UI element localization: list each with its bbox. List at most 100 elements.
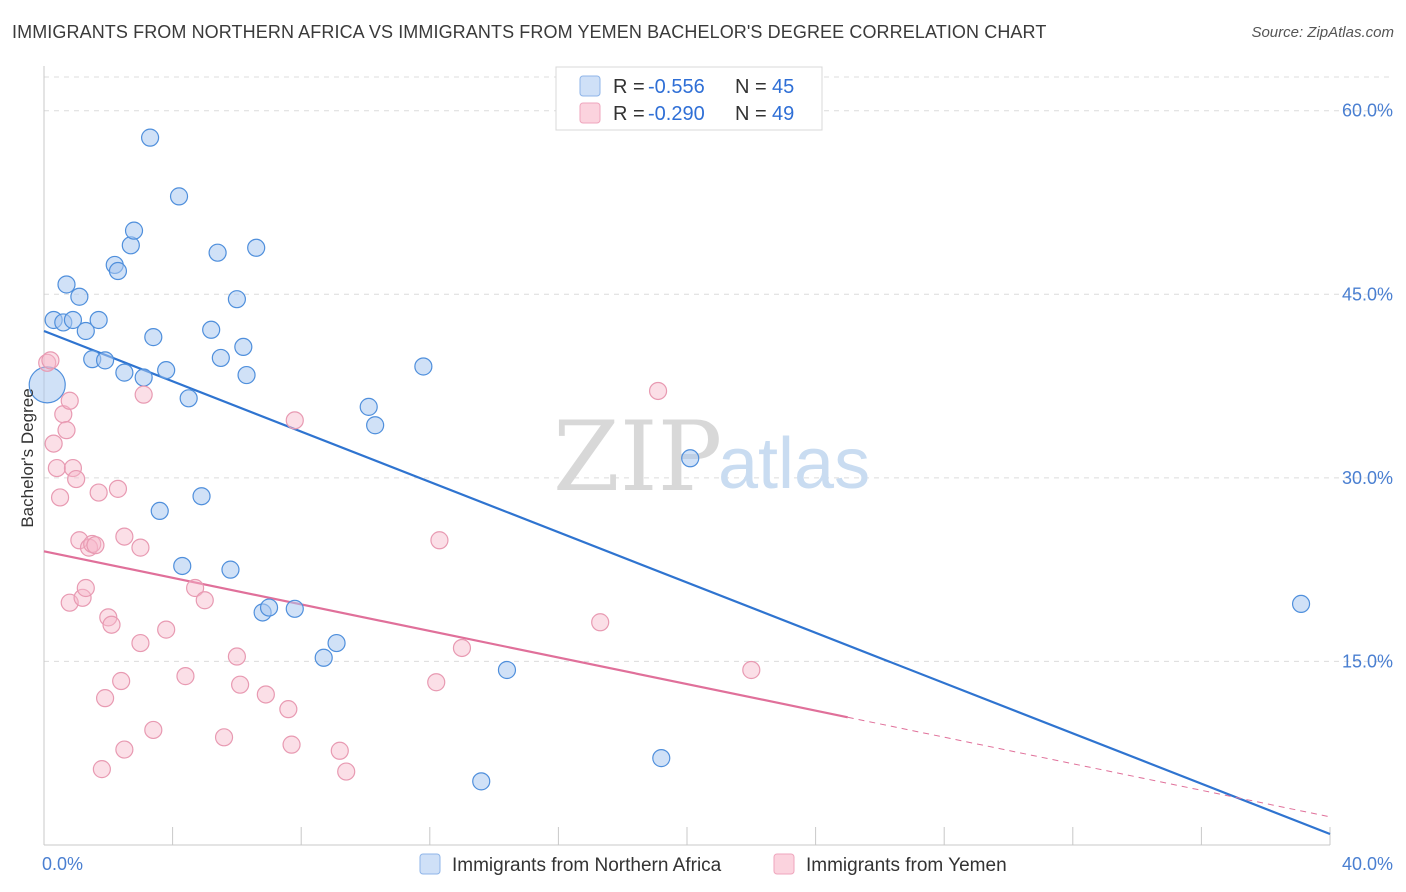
point-yemen: [38, 353, 57, 372]
point-north-africa: [28, 366, 66, 404]
point-yemen: [176, 667, 195, 686]
point-yemen: [115, 740, 134, 759]
watermark: ZIP atlas: [553, 401, 870, 513]
point-north-africa: [681, 449, 700, 468]
legend-swatch-blue: [579, 75, 601, 97]
point-north-africa: [121, 236, 140, 255]
legend-n-value-blue: 45: [772, 76, 794, 98]
y-tick-label: 30.0%: [1342, 468, 1393, 488]
point-north-africa: [192, 487, 211, 506]
legend-swatch-pink: [579, 102, 601, 124]
point-yemen: [231, 675, 250, 694]
point-north-africa: [169, 187, 189, 206]
y-tick-label: 60.0%: [1342, 101, 1393, 121]
y-tick-label: 15.0%: [1342, 651, 1393, 671]
point-north-africa: [115, 363, 134, 382]
point-north-africa: [221, 560, 240, 579]
point-north-africa: [89, 310, 108, 330]
point-north-africa: [202, 320, 221, 339]
bottom-legend-label-blue: Immigrants from Northern Africa: [452, 855, 722, 876]
point-yemen: [227, 647, 246, 666]
point-north-africa: [247, 238, 266, 257]
point-yemen: [285, 411, 304, 430]
y-tick-labels: 15.0% 30.0% 45.0% 60.0%: [1342, 101, 1393, 672]
point-north-africa: [237, 365, 256, 385]
point-north-africa: [124, 221, 144, 240]
point-north-africa: [150, 501, 169, 520]
trend-line-0: [43, 329, 1331, 836]
point-north-africa: [208, 243, 227, 262]
point-yemen: [337, 762, 356, 781]
point-north-africa: [108, 261, 128, 281]
point-north-africa: [211, 348, 230, 368]
point-yemen: [73, 588, 92, 607]
point-yemen: [648, 381, 668, 401]
point-north-africa: [234, 337, 253, 357]
point-yemen: [108, 479, 128, 498]
chart-title: IMMIGRANTS FROM NORTHERN AFRICA VS IMMIG…: [12, 22, 1047, 42]
point-yemen: [60, 391, 79, 410]
point-yemen: [102, 615, 121, 634]
point-north-africa: [76, 321, 95, 341]
legend-n-label: N =: [735, 76, 767, 98]
legend-box: R = -0.556 N = 45 R = -0.290 N = 49: [555, 66, 823, 131]
point-yemen: [591, 613, 610, 632]
point-yemen: [67, 469, 86, 489]
point-north-africa: [179, 389, 198, 408]
point-yemen: [430, 531, 449, 550]
point-yemen: [76, 578, 95, 598]
bottom-legend-swatch-blue: [419, 853, 441, 875]
point-yemen: [131, 633, 150, 653]
point-north-africa: [285, 599, 304, 618]
source-attribution: Source: ZipAtlas.com: [1251, 24, 1394, 41]
point-north-africa: [140, 128, 160, 147]
point-yemen: [44, 434, 63, 453]
point-yemen: [41, 351, 60, 370]
point-yemen: [214, 728, 234, 747]
point-north-africa: [472, 772, 491, 791]
point-north-africa: [414, 357, 433, 376]
point-yemen: [131, 538, 150, 557]
bottom-legend-label-pink: Immigrants from Yemen: [806, 855, 1007, 876]
point-yemen: [742, 660, 761, 680]
point-north-africa: [327, 633, 346, 653]
point-north-africa: [497, 660, 517, 680]
point-yemen: [452, 638, 472, 658]
point-yemen: [279, 700, 298, 719]
legend-n-label: N =: [735, 103, 767, 125]
point-north-africa: [70, 287, 89, 306]
point-north-africa: [1291, 594, 1311, 614]
point-yemen: [95, 689, 115, 708]
trend-lines: [43, 329, 1331, 836]
point-yemen: [256, 685, 275, 704]
x-tick-label-right: 40.0%: [1342, 854, 1393, 874]
point-yemen: [195, 591, 214, 610]
point-north-africa: [57, 275, 76, 294]
point-yemen: [92, 760, 111, 779]
point-yemen: [282, 735, 301, 754]
axes: [43, 66, 1331, 846]
point-yemen: [89, 483, 108, 502]
point-north-africa: [259, 598, 279, 617]
point-yemen: [115, 527, 134, 546]
watermark-atlas: atlas: [718, 424, 870, 504]
point-north-africa: [144, 328, 163, 347]
point-yemen: [47, 458, 66, 478]
legend-r-label: R =: [613, 103, 645, 125]
point-yemen: [427, 673, 446, 692]
legend-r-value-blue: -0.556: [648, 76, 705, 98]
trend-line-dashed-1: [847, 716, 1331, 818]
legend-r-label: R =: [613, 76, 645, 98]
point-north-africa: [134, 368, 153, 387]
point-yemen: [186, 578, 205, 598]
y-tick-label: 45.0%: [1342, 284, 1393, 304]
point-north-africa: [366, 416, 385, 435]
point-north-africa: [173, 556, 192, 576]
point-north-africa: [95, 351, 115, 370]
point-north-africa: [227, 290, 246, 309]
legend-r-value-pink: -0.290: [648, 103, 705, 125]
point-north-africa: [359, 397, 378, 416]
point-yemen: [134, 385, 153, 404]
point-yemen: [57, 421, 76, 440]
